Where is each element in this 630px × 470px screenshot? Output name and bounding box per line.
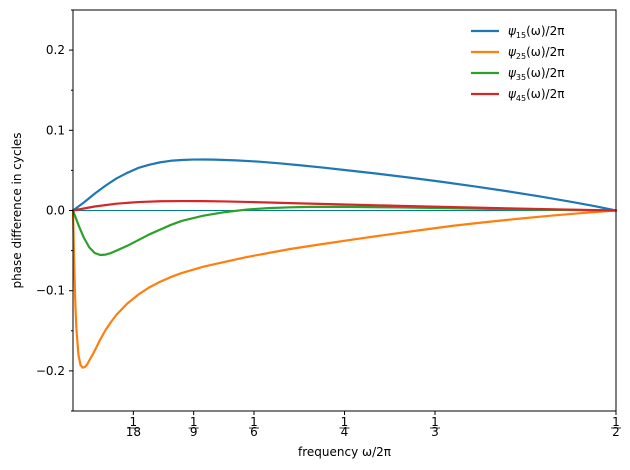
x-tick-label-numerator: 1 — [431, 415, 439, 429]
y-tick-label: 0.1 — [46, 123, 65, 137]
y-tick-label: 0.0 — [46, 204, 65, 218]
x-tick-label-denominator: 18 — [126, 425, 141, 439]
legend: ψ15(ω)/2π ψ25(ω)/2π ψ35(ω)/2π ψ45(ω)/2π — [471, 24, 564, 103]
plot-area — [71, 158, 618, 369]
x-tick-label-numerator: 1 — [250, 415, 258, 429]
y-tick-label: −0.1 — [36, 284, 65, 298]
series-line-3 — [71, 205, 618, 257]
axes-frame — [72, 9, 617, 412]
x-tick-label-denominator: 4 — [341, 425, 349, 439]
x-tick-label-denominator: 2 — [612, 425, 620, 439]
y-tick-label: 0.2 — [46, 43, 65, 57]
series-line-1 — [71, 158, 618, 212]
x-tick-label-numerator: 1 — [190, 415, 198, 429]
legend-label-3: ψ35(ω)/2π — [508, 66, 564, 82]
series-line-2 — [71, 209, 618, 369]
y-tick-label: −0.2 — [36, 364, 65, 378]
x-tick-label-numerator: 1 — [130, 415, 138, 429]
x-tick-label-numerator: 1 — [612, 415, 620, 429]
x-tick-label-denominator: 6 — [250, 425, 258, 439]
y-axis-label: phase difference in cycles — [10, 132, 24, 288]
legend-label-1: ψ15(ω)/2π — [508, 24, 564, 40]
legend-label-2: ψ25(ω)/2π — [508, 45, 564, 61]
series-line-4 — [71, 199, 618, 212]
x-axis-label: frequency ω/2π — [298, 445, 391, 459]
x-tick-label-denominator: 9 — [190, 425, 198, 439]
legend-label-4: ψ45(ω)/2π — [508, 87, 564, 103]
x-tick-label-denominator: 3 — [431, 425, 439, 439]
x-tick-label-numerator: 1 — [341, 415, 349, 429]
